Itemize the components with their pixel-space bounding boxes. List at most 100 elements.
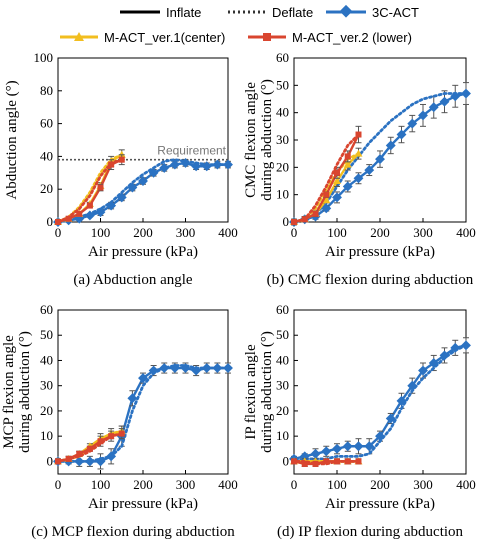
series-ver2-deflate bbox=[292, 459, 360, 466]
point-act3c bbox=[310, 448, 321, 459]
y-tick-label: 80 bbox=[40, 83, 53, 98]
point-ver2 bbox=[86, 445, 93, 452]
y-axis-label: during abduction (°) bbox=[259, 331, 275, 453]
point-act3c bbox=[364, 165, 375, 176]
line-ver2-deflate bbox=[56, 158, 124, 224]
point-act3c bbox=[342, 441, 353, 452]
series-ver2-deflate bbox=[292, 133, 360, 224]
y-tick-label: 30 bbox=[276, 132, 289, 147]
point-ver2 bbox=[334, 169, 340, 176]
panel-caption: (a) Abduction angle bbox=[73, 272, 192, 288]
legend-item-deflate: Deflate bbox=[228, 5, 313, 20]
x-axis-label: Air pressure (kPa) bbox=[325, 496, 435, 512]
y-tick-label: 50 bbox=[40, 327, 53, 342]
x-tick-label: 0 bbox=[55, 225, 62, 240]
legend-item-ver2: M-ACT_ver.2 (lower) bbox=[248, 30, 412, 45]
y-tick-label: 0 bbox=[283, 453, 290, 468]
x-tick-label: 0 bbox=[291, 225, 298, 240]
y-axis-label: during abduction (°) bbox=[259, 79, 275, 201]
x-axis-label: Air pressure (kPa) bbox=[325, 244, 435, 260]
y-tick-label: 40 bbox=[40, 352, 53, 367]
panel-abduction-angle: 0 100 200 300 400 0 20 40 60 80 100 Air pressure (k… bbox=[0, 50, 242, 295]
legend-marker-ver2 bbox=[263, 33, 271, 41]
point-ver2 bbox=[97, 438, 104, 445]
point-act3c bbox=[342, 181, 353, 192]
point-act3c bbox=[353, 441, 364, 452]
point-act3c bbox=[375, 154, 385, 165]
y-tick-label: 10 bbox=[276, 187, 289, 202]
series-ver2-deflate bbox=[56, 158, 124, 224]
panel-caption: (d) IP flexion during abduction bbox=[277, 524, 464, 540]
y-tick-label: 0 bbox=[283, 214, 290, 229]
x-tick-label: 100 bbox=[327, 477, 347, 492]
chart-cmc-flexion: 0 100 200 300 400 0 10 20 30 40 50 60 Air pressure (… bbox=[243, 50, 476, 288]
x-axis-label: Air pressure (kPa) bbox=[88, 496, 198, 512]
y-tick-label: 40 bbox=[40, 148, 53, 163]
x-tick-label: 200 bbox=[133, 477, 153, 492]
point-ver2 bbox=[323, 191, 330, 198]
series-ver2-deflate bbox=[56, 432, 124, 463]
y-tick-label: 10 bbox=[40, 428, 53, 443]
line-act3c-deflate bbox=[56, 364, 230, 463]
point-ver2 bbox=[65, 215, 72, 222]
x-tick-label: 100 bbox=[327, 225, 347, 240]
legend-item-3c-act: 3C-ACT bbox=[326, 4, 419, 20]
legend-label-inflate: Inflate bbox=[166, 5, 201, 20]
point-act3c bbox=[169, 159, 180, 170]
point-ver2 bbox=[312, 210, 319, 217]
y-tick-label: 30 bbox=[40, 378, 53, 393]
legend-label-3c-act: 3C-ACT bbox=[372, 5, 419, 20]
x-tick-label: 400 bbox=[218, 225, 238, 240]
y-axis-label: MCP flexion angle bbox=[1, 335, 17, 449]
point-act3c bbox=[332, 443, 342, 454]
plot-frame bbox=[293, 309, 467, 475]
line-act3c-deflate bbox=[56, 158, 230, 224]
y-tick-label: 40 bbox=[276, 352, 289, 367]
x-tick-label: 0 bbox=[55, 477, 62, 492]
y-tick-label: 60 bbox=[276, 302, 289, 317]
point-act3c bbox=[159, 162, 170, 173]
x-tick-label: 300 bbox=[176, 477, 196, 492]
x-tick-label: 0 bbox=[291, 477, 298, 492]
x-tick-label: 200 bbox=[370, 477, 390, 492]
x-axis-label: Air pressure (kPa) bbox=[88, 244, 198, 260]
x-tick-label: 200 bbox=[133, 225, 153, 240]
x-tick-label: 300 bbox=[413, 225, 433, 240]
chart-mcp-flexion: 0 100 200 300 400 0 10 20 30 40 50 60 Air pressure (… bbox=[1, 302, 238, 540]
point-ver2 bbox=[323, 458, 330, 465]
point-ver2 bbox=[86, 202, 93, 209]
y-tick-label: 20 bbox=[276, 159, 289, 174]
point-act3c bbox=[418, 365, 428, 376]
point-ver1 bbox=[322, 196, 331, 204]
legend-item-inflate: Inflate bbox=[120, 5, 201, 20]
x-tick-label: 300 bbox=[413, 477, 433, 492]
legend-item-ver1: M-ACT_ver.1(center) bbox=[60, 30, 225, 45]
y-tick-label: 100 bbox=[34, 50, 54, 65]
x-tick-label: 300 bbox=[176, 225, 196, 240]
legend-label-ver2: M-ACT_ver.2 (lower) bbox=[292, 30, 412, 45]
point-act3c bbox=[127, 393, 138, 404]
y-tick-label: 0 bbox=[47, 214, 54, 229]
point-act3c bbox=[439, 96, 450, 107]
legend-svg: Inflate Deflate 3C-ACT M-ACT_ver.1(cente… bbox=[60, 4, 419, 45]
line-ver2-deflate bbox=[292, 459, 360, 466]
point-ver2 bbox=[344, 153, 351, 160]
x-tick-label: 100 bbox=[91, 225, 111, 240]
legend-marker-ver1 bbox=[74, 32, 84, 41]
plot-frame bbox=[57, 57, 229, 223]
y-tick-label: 20 bbox=[276, 403, 289, 418]
legend-marker-3c-act bbox=[339, 4, 353, 18]
panel-mcp-flexion: 0 100 200 300 400 0 10 20 30 40 50 60 Air pressure (… bbox=[0, 300, 242, 550]
y-tick-label: 50 bbox=[276, 327, 289, 342]
legend-label-ver1: M-ACT_ver.1(center) bbox=[104, 30, 225, 45]
series-act3c-deflate bbox=[56, 158, 230, 224]
y-tick-label: 40 bbox=[276, 105, 289, 120]
point-ver2 bbox=[76, 210, 83, 217]
x-tick-label: 100 bbox=[91, 477, 111, 492]
legend-label-deflate: Deflate bbox=[272, 5, 313, 20]
y-tick-label: 60 bbox=[40, 116, 53, 131]
y-tick-label: 20 bbox=[40, 403, 53, 418]
x-tick-label: 400 bbox=[456, 477, 476, 492]
point-ver1 bbox=[333, 177, 341, 184]
point-ver2 bbox=[301, 460, 308, 467]
